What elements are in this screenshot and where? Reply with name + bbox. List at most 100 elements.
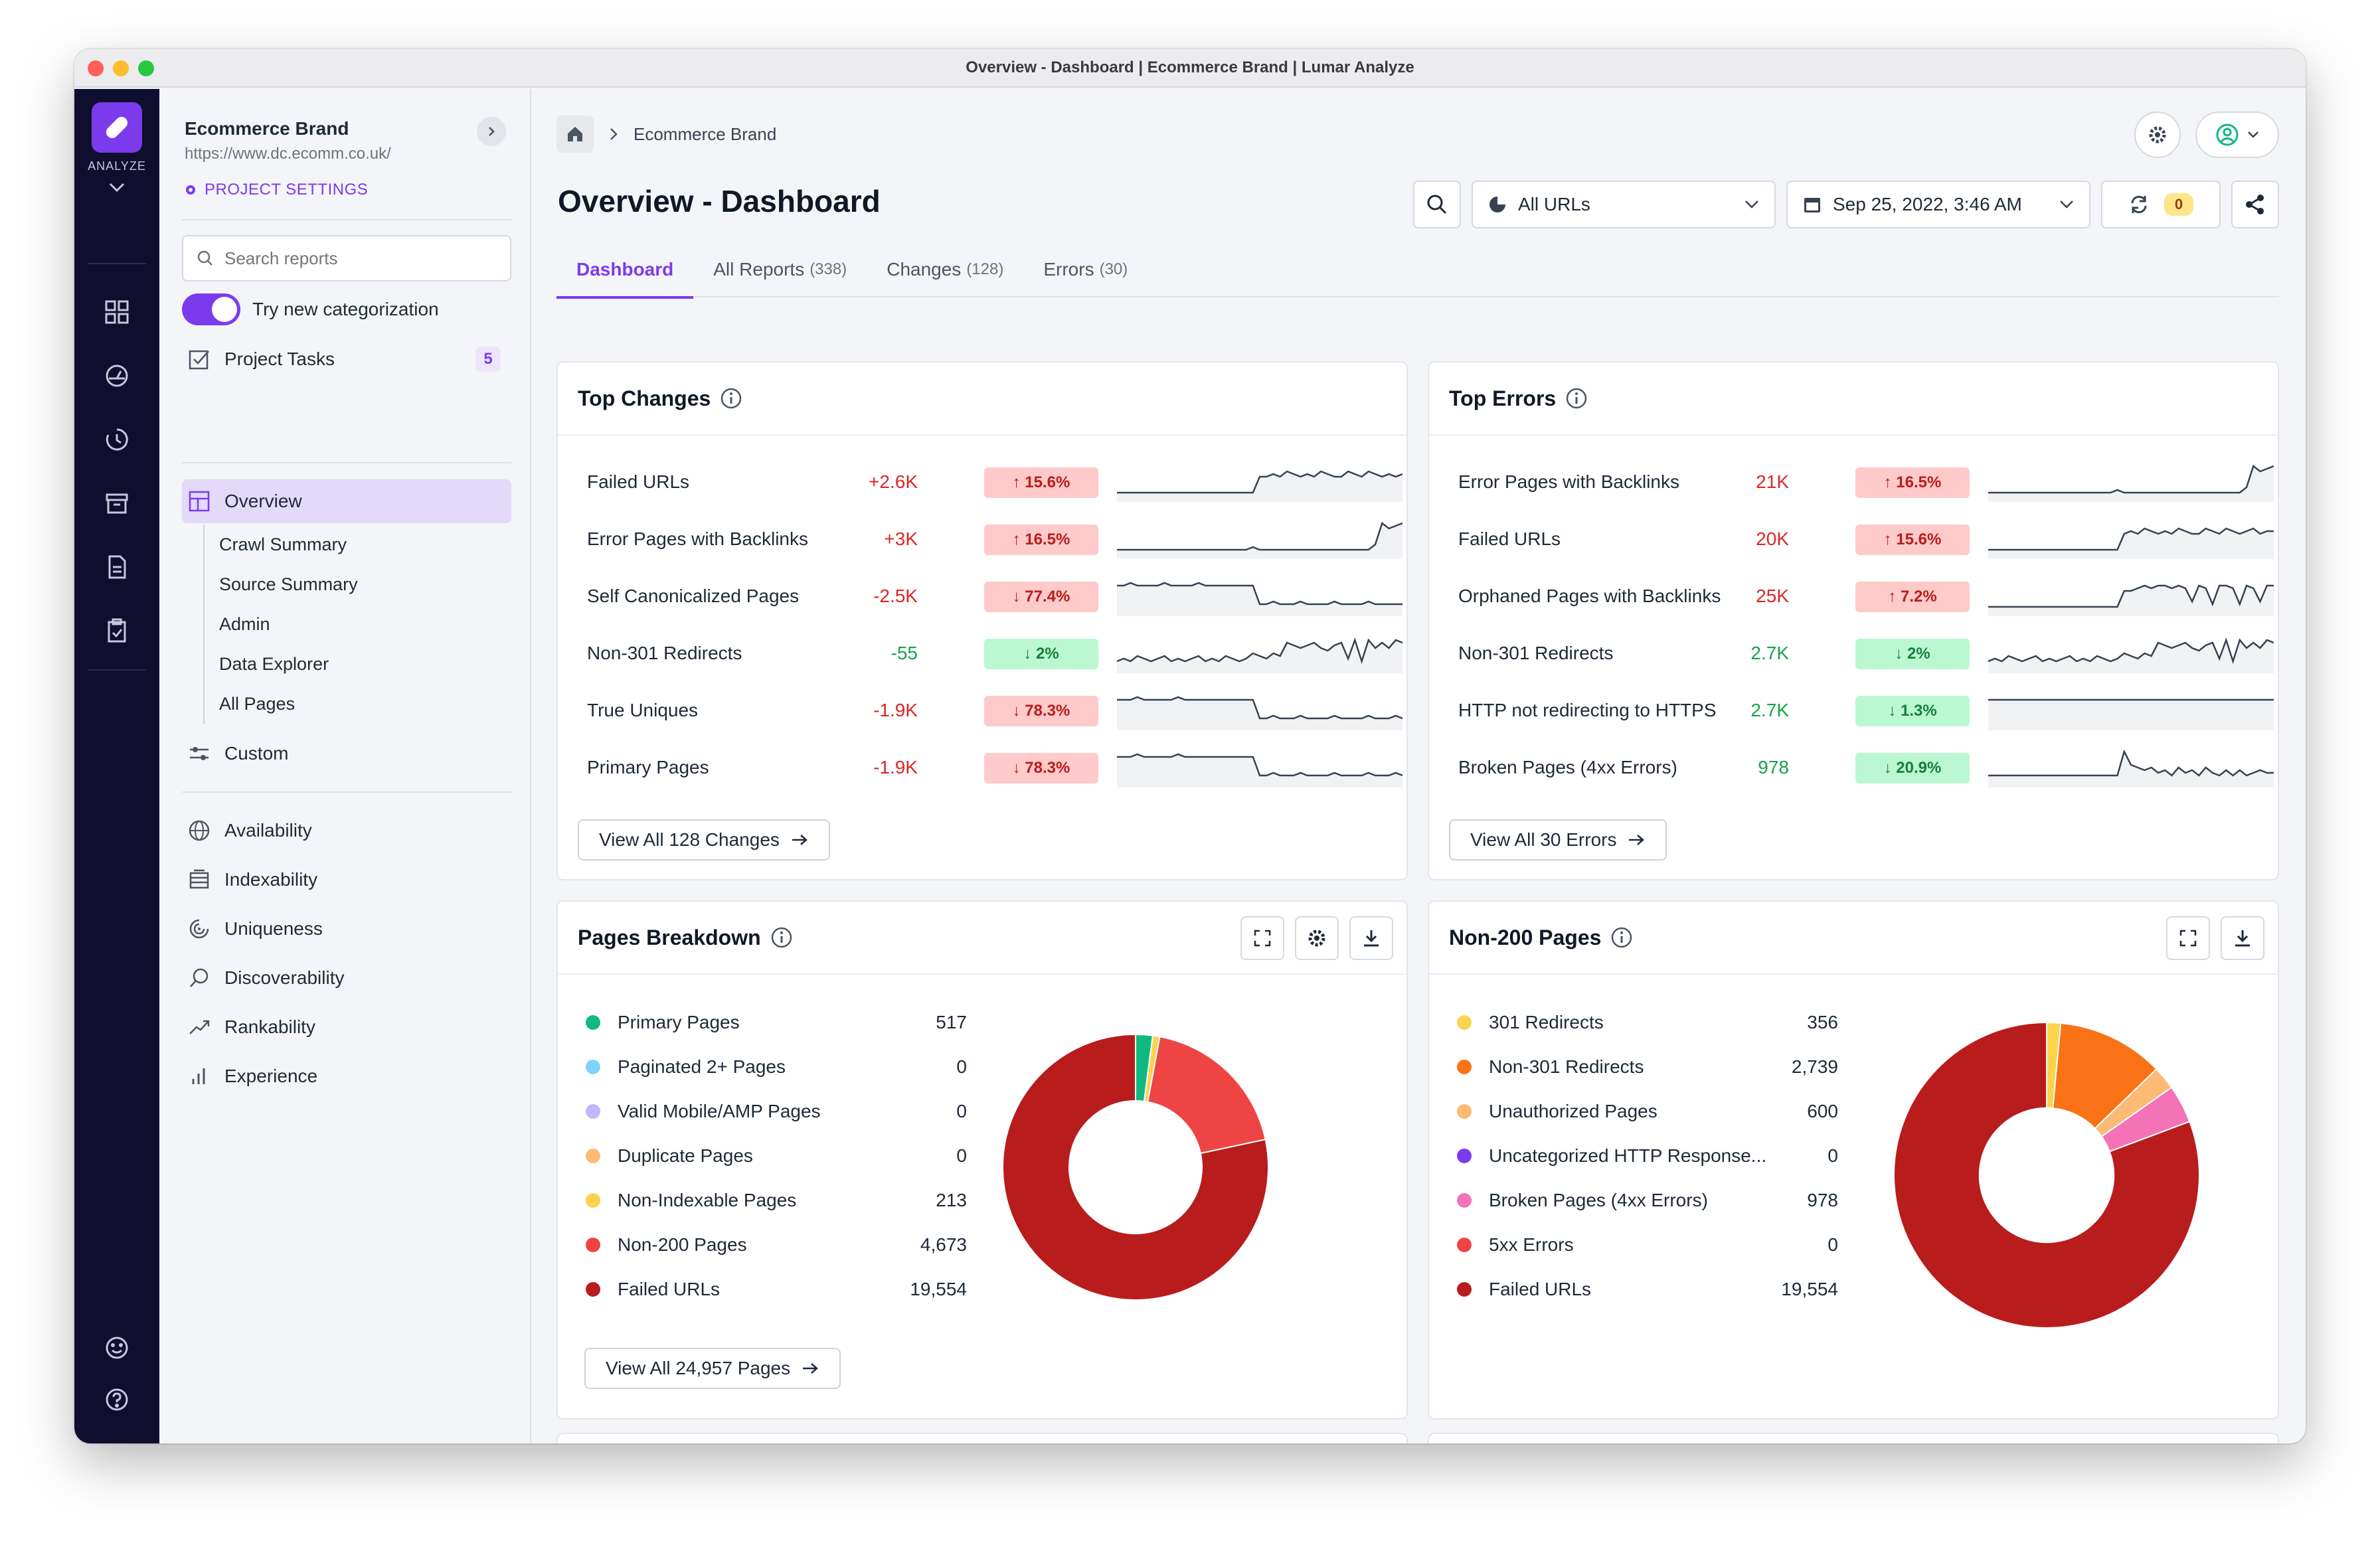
segment-select[interactable]: All URLs bbox=[1472, 181, 1776, 228]
sidebar-item-experience[interactable]: Experience bbox=[182, 1054, 511, 1098]
expand-button[interactable] bbox=[1240, 916, 1284, 960]
legend-item[interactable]: Unauthorized Pages 600 bbox=[1457, 1092, 1838, 1131]
metric-row[interactable]: Non-301 Redirects -55 ↓ 2% bbox=[587, 633, 1402, 673]
sparkline-line bbox=[1117, 753, 1402, 777]
sparkline-line bbox=[1988, 637, 2274, 665]
tab-changes[interactable]: Changes (128) bbox=[887, 242, 1003, 297]
lumar-logo-icon[interactable] bbox=[92, 102, 142, 153]
zoom-window-button[interactable] bbox=[138, 60, 154, 76]
change-badge: ↓ 20.9% bbox=[1855, 753, 1970, 783]
sidebar-item-crawl-summary[interactable]: Crawl Summary bbox=[219, 534, 347, 554]
legend-item[interactable]: Non-301 Redirects 2,739 bbox=[1457, 1047, 1838, 1087]
metric-row[interactable]: Failed URLs +2.6K ↑ 15.6% bbox=[587, 462, 1402, 502]
sidebar-item-admin[interactable]: Admin bbox=[219, 613, 270, 634]
view-all-changes-button[interactable]: View All 128 Changes bbox=[578, 819, 830, 860]
info-icon[interactable] bbox=[1610, 926, 1633, 949]
sidebar-item-discoverability[interactable]: Discoverability bbox=[182, 956, 511, 1000]
legend-value: 0 bbox=[956, 1056, 967, 1077]
tab-errors[interactable]: Errors (30) bbox=[1043, 242, 1128, 297]
download-button[interactable] bbox=[2221, 916, 2264, 960]
sidebar-item-all-pages[interactable]: All Pages bbox=[219, 693, 296, 714]
legend-swatch bbox=[1457, 1149, 1472, 1163]
legend-item[interactable]: 301 Redirects 356 bbox=[1457, 1003, 1838, 1042]
chevron-down-icon[interactable] bbox=[108, 181, 126, 197]
sidebar-item-uniqueness[interactable]: Uniqueness bbox=[182, 907, 511, 951]
legend-item[interactable]: 5xx Errors 0 bbox=[1457, 1225, 1838, 1265]
sidebar-item-custom[interactable]: Custom bbox=[182, 732, 511, 775]
sparkline-line bbox=[1988, 527, 2274, 551]
minimize-window-button[interactable] bbox=[113, 60, 129, 76]
search-button[interactable] bbox=[1413, 181, 1461, 228]
donut-slice[interactable] bbox=[1002, 1033, 1269, 1301]
metric-name: Failed URLs bbox=[587, 471, 690, 492]
close-window-button[interactable] bbox=[88, 60, 104, 76]
chart-settings-button[interactable] bbox=[1295, 916, 1339, 960]
project-tasks-link[interactable]: Project Tasks 5 bbox=[182, 337, 511, 381]
sidebar-item-overview[interactable]: Overview bbox=[182, 479, 511, 523]
download-button[interactable] bbox=[1349, 916, 1393, 960]
home-button[interactable] bbox=[556, 116, 594, 153]
checkbox-icon bbox=[189, 350, 209, 370]
legend-item[interactable]: Non-Indexable Pages 213 bbox=[586, 1180, 967, 1220]
account-menu-button[interactable] bbox=[2195, 112, 2279, 158]
share-button[interactable] bbox=[2231, 181, 2279, 228]
legend-item[interactable]: Broken Pages (4xx Errors) 978 bbox=[1457, 1180, 1838, 1220]
legend-item[interactable]: Primary Pages 517 bbox=[586, 1003, 967, 1042]
clipboard-check-icon[interactable] bbox=[102, 616, 131, 645]
archive-icon[interactable] bbox=[102, 489, 131, 518]
project-settings-link[interactable]: PROJECT SETTINGS bbox=[183, 181, 368, 199]
metric-row[interactable]: Orphaned Pages with Backlinks 25K ↑ 7.2% bbox=[1458, 576, 2274, 616]
history-icon[interactable] bbox=[102, 425, 131, 454]
metric-row[interactable]: Self Canonicalized Pages -2.5K ↓ 77.4% bbox=[587, 576, 1402, 616]
legend-label: Paginated 2+ Pages bbox=[618, 1056, 786, 1077]
view-all-pages-button[interactable]: View All 24,957 Pages bbox=[584, 1348, 841, 1389]
sync-button[interactable]: 0 bbox=[2101, 181, 2221, 228]
sidebar-item-data-explorer[interactable]: Data Explorer bbox=[219, 653, 329, 674]
tab-all-reports[interactable]: All Reports (338) bbox=[713, 242, 847, 297]
metric-row[interactable]: True Uniques -1.9K ↓ 78.3% bbox=[587, 690, 1402, 730]
gauge-icon[interactable] bbox=[102, 361, 131, 390]
legend-swatch bbox=[1457, 1015, 1472, 1030]
info-icon[interactable] bbox=[1565, 387, 1588, 410]
crawl-date-select[interactable]: Sep 25, 2022, 3:46 AM bbox=[1786, 181, 2090, 228]
legend-item[interactable]: Non-200 Pages 4,673 bbox=[586, 1225, 967, 1265]
document-icon[interactable] bbox=[102, 552, 131, 582]
settings-button[interactable] bbox=[2134, 112, 2181, 158]
metric-row[interactable]: Failed URLs 20K ↑ 15.6% bbox=[1458, 519, 2274, 559]
metric-row[interactable]: Error Pages with Backlinks +3K ↑ 16.5% bbox=[587, 519, 1402, 559]
metric-name: Non-301 Redirects bbox=[587, 643, 742, 663]
chevron-down-icon bbox=[2060, 201, 2073, 208]
legend-item[interactable]: Duplicate Pages 0 bbox=[586, 1136, 967, 1176]
categorization-toggle[interactable] bbox=[182, 293, 240, 325]
smiley-icon[interactable] bbox=[102, 1333, 131, 1362]
metric-row[interactable]: Primary Pages -1.9K ↓ 78.3% bbox=[587, 748, 1402, 787]
project-sidebar: Ecommerce Brand https://www.dc.ecomm.co.… bbox=[159, 89, 531, 1443]
sidebar-item-availability[interactable]: Availability bbox=[182, 809, 511, 853]
breadcrumb-current[interactable]: Ecommerce Brand bbox=[634, 123, 777, 144]
grid-icon[interactable] bbox=[102, 297, 131, 327]
sidebar-item-indexability[interactable]: Indexability bbox=[182, 858, 511, 902]
metric-row[interactable]: Broken Pages (4xx Errors) 978 ↓ 20.9% bbox=[1458, 748, 2274, 787]
view-all-errors-button[interactable]: View All 30 Errors bbox=[1449, 819, 1667, 860]
info-icon[interactable] bbox=[720, 387, 742, 410]
info-icon[interactable] bbox=[770, 926, 793, 949]
expand-button[interactable] bbox=[2166, 916, 2210, 960]
expand-icon bbox=[2179, 930, 2197, 947]
donut-slice[interactable] bbox=[1147, 1036, 1266, 1155]
legend-item[interactable]: Failed URLs 19,554 bbox=[586, 1269, 967, 1309]
help-icon[interactable] bbox=[102, 1385, 131, 1414]
pie-chart-icon bbox=[1489, 197, 1505, 212]
donut-slice[interactable] bbox=[1893, 1021, 2200, 1329]
metric-row[interactable]: HTTP not redirecting to HTTPS 2.7K ↓ 1.3% bbox=[1458, 690, 2274, 730]
legend-item[interactable]: Failed URLs 19,554 bbox=[1457, 1269, 1838, 1309]
legend-item[interactable]: Uncategorized HTTP Response... 0 bbox=[1457, 1136, 1838, 1176]
sidebar-item-rankability[interactable]: Rankability bbox=[182, 1005, 511, 1049]
legend-item[interactable]: Valid Mobile/AMP Pages 0 bbox=[586, 1092, 967, 1131]
tab-dashboard[interactable]: Dashboard bbox=[556, 242, 694, 299]
search-input[interactable] bbox=[224, 248, 490, 269]
legend-item[interactable]: Paginated 2+ Pages 0 bbox=[586, 1047, 967, 1087]
metric-row[interactable]: Non-301 Redirects 2.7K ↓ 2% bbox=[1458, 633, 2274, 673]
metric-row[interactable]: Error Pages with Backlinks 21K ↑ 16.5% bbox=[1458, 462, 2274, 502]
collapse-sidebar-button[interactable] bbox=[477, 117, 506, 146]
sidebar-item-source-summary[interactable]: Source Summary bbox=[219, 574, 358, 594]
